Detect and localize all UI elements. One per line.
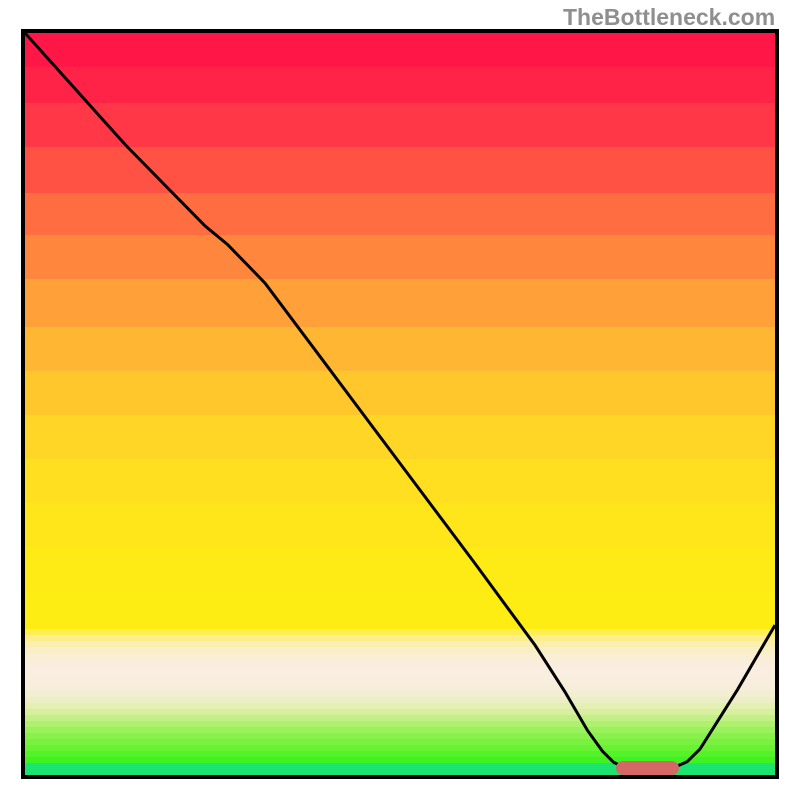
plot-frame [21,29,779,779]
chart-stage: TheBottleneck.com [0,0,800,800]
bottleneck-curve [25,33,775,768]
watermark-text: TheBottleneck.com [563,4,775,31]
curve-layer [25,33,775,775]
optimal-range-marker [616,761,680,775]
